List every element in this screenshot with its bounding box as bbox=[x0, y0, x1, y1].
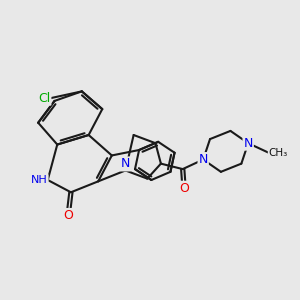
Text: NH: NH bbox=[31, 175, 48, 185]
Text: CH₃: CH₃ bbox=[268, 148, 288, 158]
Text: N: N bbox=[121, 158, 130, 170]
Text: Cl: Cl bbox=[38, 92, 50, 105]
Text: N: N bbox=[199, 153, 208, 166]
Text: O: O bbox=[63, 209, 73, 222]
Text: N: N bbox=[244, 137, 253, 150]
Text: O: O bbox=[179, 182, 189, 195]
